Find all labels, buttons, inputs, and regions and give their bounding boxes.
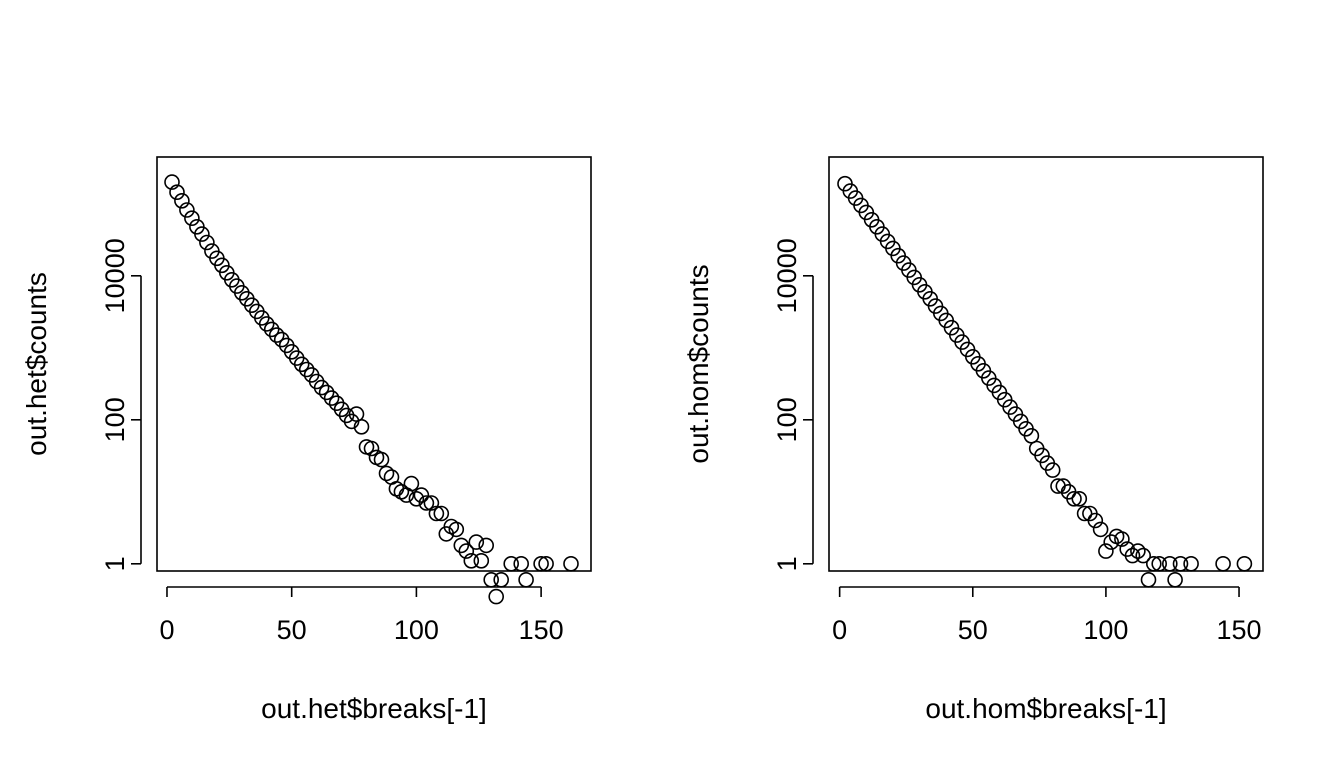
data-point [323, 390, 340, 406]
data-point [518, 571, 534, 588]
data-point [1140, 571, 1157, 588]
data-point [1071, 490, 1088, 507]
data-point [393, 483, 410, 500]
x-tick-label: 0 [159, 615, 174, 645]
data-point [318, 384, 335, 401]
data-point [388, 480, 405, 497]
data-point [1087, 512, 1104, 529]
data-point [1055, 478, 1072, 494]
data-point [538, 555, 554, 572]
scatter-panel-het: 0 50 100 150 1 100 10000 out.het$breaks[-1] o… [21, 156, 592, 724]
data-point [363, 440, 380, 457]
data-point [478, 537, 495, 554]
data-point [483, 571, 500, 588]
data-point [1162, 555, 1178, 572]
data-point [493, 571, 510, 588]
data-point [353, 418, 370, 435]
data-point [1167, 571, 1183, 588]
data-point [1130, 543, 1146, 559]
data-point [258, 316, 275, 332]
data-point [194, 226, 210, 242]
data-point [174, 193, 190, 209]
data-point [503, 555, 520, 572]
data-point [1034, 447, 1050, 464]
data-point [1044, 462, 1061, 478]
data-point [563, 555, 579, 572]
y-tick-label: 10000 [772, 238, 802, 313]
data-point [458, 543, 475, 559]
data-point [164, 174, 180, 190]
data-point [378, 465, 395, 482]
x-tick-label: 100 [394, 615, 439, 645]
data-point [1092, 521, 1109, 538]
data-point [268, 327, 285, 343]
data-point [199, 234, 215, 251]
data-point [313, 379, 330, 396]
x-axis: 0 50 100 150 [832, 586, 1262, 645]
data-point [1098, 543, 1114, 559]
plot-box [156, 156, 592, 572]
data-point [418, 495, 435, 511]
y-axis-title: out.het$counts [21, 272, 52, 456]
data-point [433, 505, 450, 522]
data-point [1066, 490, 1082, 507]
data-points [837, 175, 1253, 588]
data-point [463, 552, 480, 569]
data-point [373, 451, 390, 468]
data-point [488, 588, 505, 605]
y-tick-label: 100 [100, 397, 130, 442]
y-tick-label: 100 [772, 397, 802, 442]
data-point [453, 537, 470, 554]
data-point [1103, 534, 1119, 550]
x-tick-label: 0 [832, 615, 847, 645]
data-point [338, 407, 355, 424]
data-point [298, 361, 315, 378]
y-tick-label: 10000 [100, 238, 130, 313]
data-point [1183, 555, 1199, 572]
data-point [273, 331, 290, 348]
data-point [179, 202, 195, 218]
data-point [513, 555, 530, 572]
y-axis-title: out.hom$counts [683, 264, 714, 463]
data-point [1215, 555, 1231, 572]
data-point [1124, 547, 1141, 564]
y-tick-label: 1 [772, 556, 802, 571]
data-points [164, 174, 579, 605]
data-point [408, 490, 425, 507]
data-point [473, 552, 490, 569]
data-point [423, 495, 440, 511]
data-point [1151, 555, 1167, 572]
scatter-panel-hom: 0 50 100 150 1 100 10000 out.hom$breaks[-1] o… [683, 156, 1264, 724]
y-axis: 1 100 10000 [100, 238, 142, 571]
data-point [263, 321, 280, 338]
x-tick-label: 150 [1217, 615, 1262, 645]
x-tick-label: 100 [1083, 615, 1128, 645]
data-point [413, 487, 430, 503]
x-tick-label: 150 [519, 615, 564, 645]
data-point [184, 210, 200, 226]
x-axis-title: out.hom$breaks[-1] [925, 693, 1166, 724]
y-axis: 1 100 10000 [772, 238, 814, 571]
y-tick-label: 1 [100, 556, 130, 571]
data-point [533, 555, 549, 572]
data-point [1076, 505, 1093, 522]
data-point [1146, 555, 1162, 572]
data-point [333, 401, 350, 418]
x-axis-title: out.het$breaks[-1] [261, 693, 487, 724]
x-axis: 0 50 100 150 [159, 586, 564, 645]
data-point [1135, 547, 1151, 564]
data-point [169, 184, 185, 200]
plot-box [828, 156, 1264, 572]
data-point [293, 356, 310, 373]
data-point [448, 521, 465, 538]
data-point [1172, 555, 1189, 572]
data-point [468, 534, 485, 550]
data-point [403, 475, 420, 492]
data-point [428, 505, 445, 522]
x-tick-label: 50 [958, 615, 988, 645]
data-point [1236, 555, 1253, 572]
data-point [1114, 531, 1130, 547]
x-tick-label: 50 [277, 615, 307, 645]
